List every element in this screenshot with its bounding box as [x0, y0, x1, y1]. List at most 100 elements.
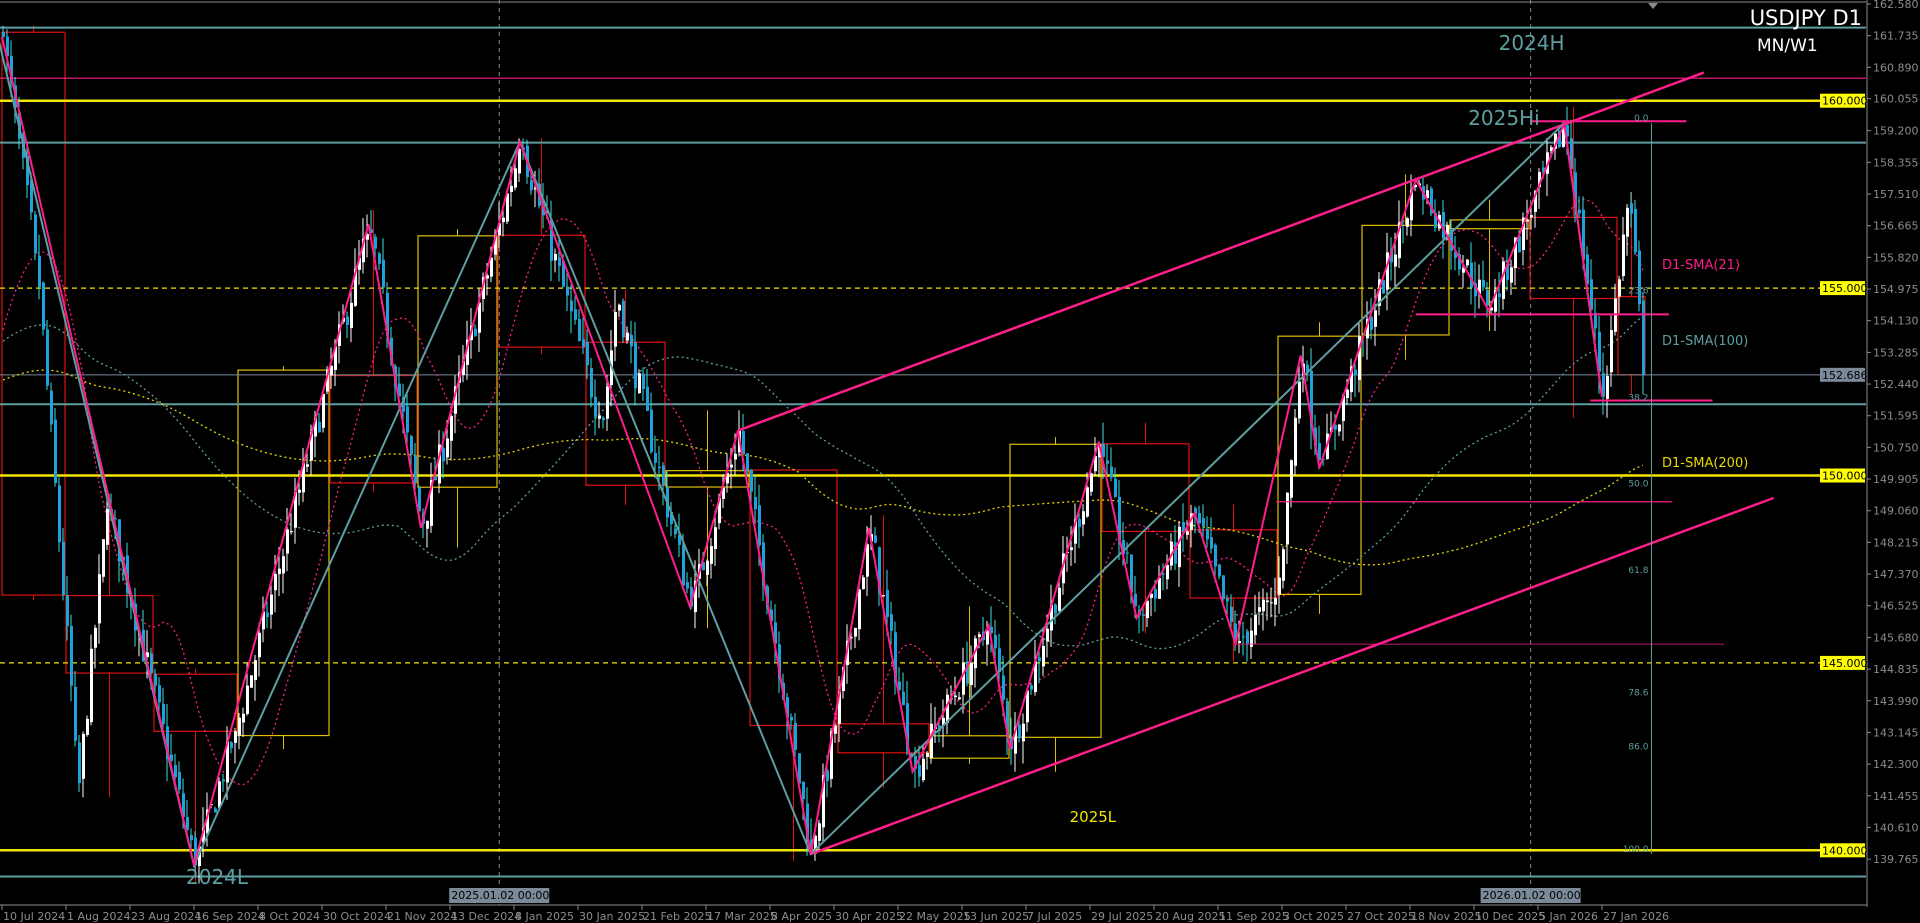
- bull-candle: [850, 637, 853, 639]
- bull-candle: [922, 758, 925, 781]
- price-tick-label: 157.510: [1873, 188, 1919, 201]
- horizontal-levels[interactable]: [0, 26, 1866, 878]
- bear-candle: [1634, 208, 1637, 253]
- bear-candle: [574, 309, 577, 320]
- bull-candle: [94, 627, 97, 648]
- bear-candle: [190, 835, 193, 841]
- fib-level-label: 78.6: [1628, 689, 1648, 699]
- time-tick-label: 10 Dec 2025: [1475, 910, 1545, 923]
- bear-candle: [178, 772, 181, 790]
- bear-candle: [794, 722, 797, 750]
- bear-candle: [1018, 724, 1021, 739]
- bear-candle: [1230, 606, 1233, 623]
- fib-level-label: 0.0: [1634, 114, 1649, 124]
- bull-candle: [1270, 602, 1273, 604]
- major-zigzag-line[interactable]: [0, 29, 1603, 869]
- bear-candle: [558, 257, 561, 267]
- bull-candle: [1150, 593, 1153, 598]
- price-tick-label: 154.975: [1873, 283, 1919, 296]
- trendlines[interactable]: [0, 29, 1775, 869]
- bear-candle: [1134, 593, 1137, 607]
- bull-candle: [306, 464, 309, 467]
- bear-candle: [674, 528, 677, 535]
- time-tick-label: 30 Jan 2025: [579, 910, 645, 923]
- bear-candle: [10, 55, 13, 83]
- bull-candle: [970, 662, 973, 686]
- bull-candle: [1278, 577, 1281, 595]
- upper-channel-trendline[interactable]: [737, 71, 1705, 432]
- bull-candle: [1366, 319, 1369, 339]
- bear-candle: [1470, 262, 1473, 288]
- bull-candle: [534, 187, 537, 190]
- time-tick-label: 10 Jul 2024: [3, 910, 65, 923]
- bull-candle: [90, 648, 93, 723]
- bull-candle: [246, 685, 249, 714]
- bear-candle: [1454, 251, 1457, 258]
- bull-candle: [942, 717, 945, 726]
- price-tick-label: 161.735: [1873, 30, 1919, 43]
- bear-candle: [1450, 228, 1453, 251]
- bear-candle: [762, 542, 765, 586]
- bear-candle: [1154, 589, 1157, 599]
- fibonacci-retracement[interactable]: 0.0 23.6 38.2 50.0 61.8 78.6 86.0 100.0: [1623, 114, 1652, 855]
- bear-candle: [1570, 138, 1573, 170]
- price-tick-label: 156.665: [1873, 220, 1919, 233]
- time-tick-label: 8 Jan 2025: [515, 910, 574, 923]
- bull-candle: [1522, 217, 1525, 250]
- lower-channel-trendline[interactable]: [810, 496, 1775, 856]
- fib-level-label: 61.8: [1628, 566, 1648, 576]
- bull-candle: [838, 691, 841, 724]
- bear-candle: [1558, 131, 1561, 148]
- bull-candle: [834, 725, 837, 734]
- price-tick-label: 147.370: [1873, 568, 1919, 581]
- bear-candle: [1006, 701, 1009, 736]
- price-tick-label: 155.820: [1873, 251, 1919, 264]
- bear-candle: [1222, 575, 1225, 599]
- bull-candle: [1146, 600, 1149, 619]
- bear-candle: [346, 316, 349, 325]
- price-label-badge-text: 155.000: [1822, 282, 1868, 295]
- bull-candle: [1466, 259, 1469, 266]
- bull-candle: [270, 594, 273, 615]
- bear-candle: [686, 582, 689, 589]
- chart-shift-marker-icon[interactable]: [1648, 3, 1658, 9]
- time-tick-label: 17 Mar 2025: [707, 910, 777, 923]
- price-tick-label: 150.750: [1873, 441, 1919, 454]
- bear-candle: [1430, 188, 1433, 214]
- bull-candle: [254, 660, 257, 680]
- bull-candle: [278, 568, 281, 575]
- bull-candle: [350, 302, 353, 329]
- time-tick-label: 30 Oct 2024: [323, 910, 391, 923]
- bear-candle: [1390, 250, 1393, 263]
- bull-candle: [1534, 191, 1537, 212]
- bull-candle: [1046, 628, 1049, 642]
- price-label-badge: [1820, 93, 1865, 108]
- bear-candle: [590, 368, 593, 398]
- minor-zigzag-line[interactable]: [1, 36, 1603, 866]
- bear-candle: [1582, 209, 1585, 260]
- time-tick-label: 30 Apr 2025: [835, 910, 903, 923]
- bear-candle: [186, 817, 189, 830]
- price-label-badge-text: 160.000: [1822, 95, 1868, 108]
- time-tick-label: 27 Oct 2025: [1347, 910, 1415, 923]
- time-tick-label: 22 May 2025: [899, 910, 971, 923]
- bear-candle: [678, 535, 681, 545]
- price-tick-label: 162.580: [1873, 0, 1919, 11]
- bull-candle: [1058, 587, 1061, 612]
- bull-candle: [1026, 690, 1029, 723]
- bear-candle: [1574, 172, 1577, 209]
- price-label-badge: [1820, 367, 1865, 382]
- bull-candle: [362, 238, 365, 263]
- bear-candle: [570, 300, 573, 312]
- bull-candle: [354, 268, 357, 306]
- bear-candle: [1030, 685, 1033, 690]
- bear-candle: [402, 397, 405, 412]
- time-tick-label: 13 Dec 2024: [451, 910, 521, 923]
- bear-candle: [622, 300, 625, 338]
- bull-candle: [502, 217, 505, 223]
- bear-candle: [1322, 458, 1325, 461]
- bull-candle: [294, 492, 297, 528]
- bull-candle: [1290, 460, 1293, 498]
